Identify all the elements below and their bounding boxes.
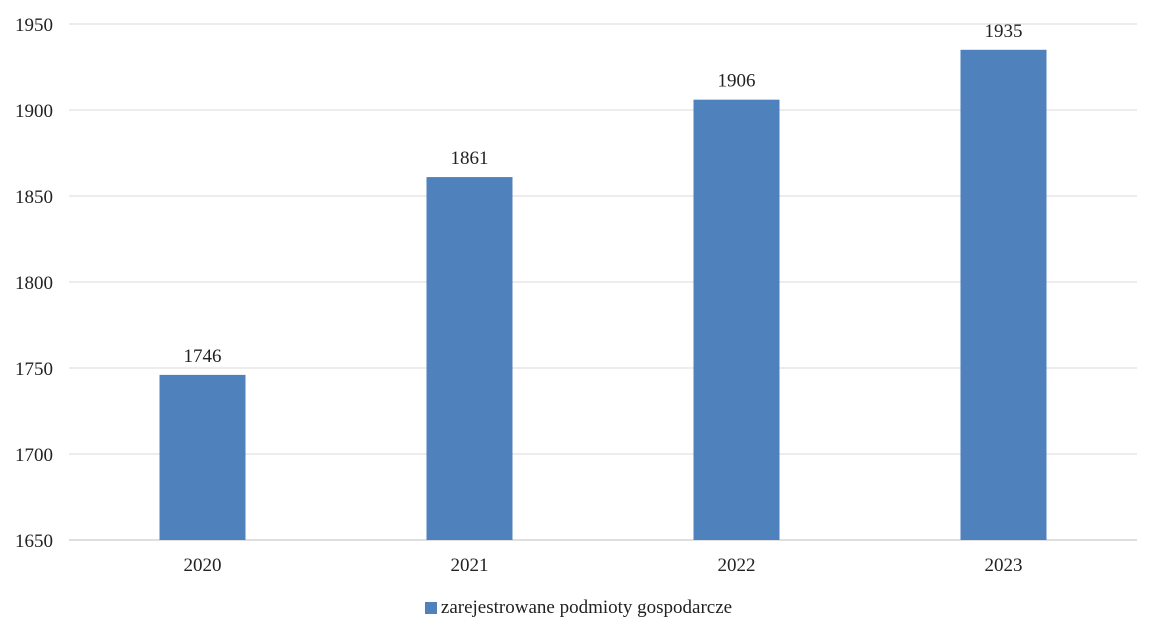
- data-label: 1906: [718, 71, 756, 92]
- bar: [960, 49, 1047, 541]
- x-axis-tick-labels: 2020 2021 2022 2023: [184, 555, 1023, 576]
- bar: [426, 177, 513, 540]
- x-tick-label: 2021: [451, 555, 489, 576]
- y-tick-label: 1900: [15, 101, 53, 122]
- x-tick-label: 2020: [184, 555, 222, 576]
- y-axis-tick-labels: 1650 1700 1750 1800 1850 1900 1950: [15, 15, 53, 552]
- x-tick-label: 2023: [985, 555, 1023, 576]
- y-tick-label: 1850: [15, 187, 53, 208]
- y-tick-label: 1650: [15, 531, 53, 552]
- y-tick-label: 1800: [15, 273, 53, 294]
- bar: [159, 374, 246, 540]
- x-tick-label: 2022: [718, 555, 756, 576]
- data-label: 1935: [985, 21, 1023, 42]
- bar: [693, 99, 780, 541]
- bars: [159, 49, 1047, 541]
- data-label: 1746: [184, 346, 222, 367]
- legend: zarejestrowane podmioty gospodarcze: [0, 597, 1157, 619]
- gridlines: [69, 23, 1137, 541]
- data-label: 1861: [451, 148, 489, 169]
- legend-swatch: [424, 602, 437, 614]
- y-tick-label: 1950: [15, 15, 53, 36]
- y-tick-label: 1700: [15, 445, 53, 466]
- data-labels: 1746 1861 1906 1935: [184, 21, 1023, 367]
- legend-label: zarejestrowane podmioty gospodarcze: [440, 597, 733, 618]
- y-tick-label: 1750: [15, 359, 53, 380]
